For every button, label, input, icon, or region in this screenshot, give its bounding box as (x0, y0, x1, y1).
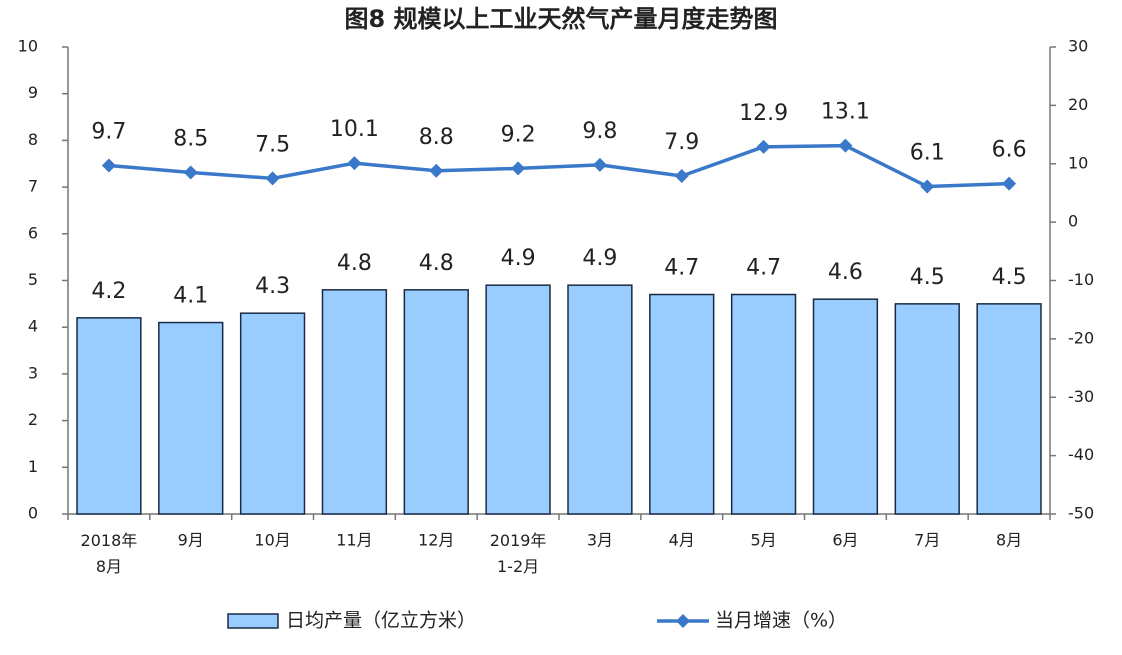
y-tick-label: 1 (28, 457, 38, 476)
bar (403, 289, 469, 515)
data-label: 9.8 (582, 119, 617, 144)
bar (76, 317, 142, 515)
data-label: 4.7 (746, 256, 781, 281)
legend-label: 日均产量（亿立方米） (286, 610, 476, 632)
point (511, 161, 526, 176)
data-label: 4.9 (501, 246, 536, 271)
bar (894, 303, 960, 515)
chart-title: 图8 规模以上工业天然气产量月度走势图 (344, 5, 777, 33)
x-tick-label: 9月 (178, 531, 204, 550)
point (920, 179, 935, 194)
data-label: 4.7 (664, 256, 699, 281)
data-label: 9.7 (91, 120, 126, 145)
data-label: 6.1 (910, 141, 945, 166)
bar (239, 312, 306, 515)
y-tick-label: 4 (28, 317, 38, 336)
x-tick-label: 4月 (669, 531, 695, 550)
y-tick-label: 5 (28, 270, 38, 289)
data-label: 4.6 (828, 260, 863, 285)
x-tick-label: 8月 (996, 531, 1022, 550)
bar (812, 298, 879, 515)
y2-tick-label: 20 (1068, 95, 1088, 114)
legend-marker (676, 614, 690, 628)
data-label: 4.8 (419, 251, 454, 276)
point (101, 158, 116, 173)
data-label: 12.9 (739, 101, 788, 126)
data-label: 4.3 (255, 274, 290, 299)
x-tick-label: 3月 (587, 531, 613, 550)
y2-tick-label: 10 (1068, 153, 1088, 172)
y-tick-label: 7 (28, 177, 38, 196)
legend-label: 当月增速（%） (715, 610, 847, 632)
legend-swatch (227, 613, 279, 629)
y-tick-label: 10 (18, 37, 38, 56)
data-label: 4.1 (173, 284, 208, 309)
point (756, 139, 771, 154)
data-label: 4.5 (910, 265, 945, 290)
data-label: 4.2 (91, 279, 126, 304)
data-label: 7.9 (664, 130, 699, 155)
x-tick-label: 7月 (914, 531, 940, 550)
y2-tick-label: -40 (1068, 445, 1094, 464)
point (838, 138, 853, 153)
point (429, 163, 444, 178)
data-label: 10.1 (330, 117, 379, 142)
y-tick-label: 3 (28, 363, 38, 382)
y-tick-label: 9 (28, 83, 38, 102)
data-label: 9.2 (501, 122, 536, 147)
data-label: 13.1 (821, 100, 870, 125)
bar (976, 303, 1042, 515)
data-label: 6.6 (992, 138, 1027, 163)
point (592, 157, 607, 172)
bar (730, 293, 797, 515)
y-tick-label: 6 (28, 223, 38, 242)
y2-tick-label: 0 (1068, 212, 1078, 231)
data-label: 4.5 (992, 265, 1027, 290)
y-tick-label: 2 (28, 410, 38, 429)
y-tick-label: 8 (28, 130, 38, 149)
bar (485, 284, 551, 515)
y2-tick-label: -10 (1068, 270, 1094, 289)
point (674, 169, 689, 184)
point (347, 156, 362, 171)
bar (649, 293, 715, 515)
x-tick-label: 12月 (418, 531, 454, 550)
data-label: 8.5 (173, 127, 208, 152)
point (265, 171, 280, 186)
point (183, 165, 198, 180)
data-label: 7.5 (255, 132, 290, 157)
line (108, 143, 1010, 189)
y-tick-label: 0 (28, 504, 38, 523)
bar (158, 321, 224, 515)
x-tick-label: 5月 (750, 531, 776, 550)
x-tick-label: 11月 (336, 531, 372, 550)
y2-tick-label: -50 (1068, 504, 1094, 523)
data-label: 4.9 (582, 246, 617, 271)
data-label: 4.8 (337, 251, 372, 276)
x-tick-label: 6月 (832, 531, 858, 550)
x-tick-label: 2019年 1-2月 (490, 531, 547, 576)
y2-tick-label: -20 (1068, 328, 1094, 347)
x-tick-label: 2018年 8月 (81, 531, 138, 576)
bar (567, 284, 633, 515)
x-tick-label: 10月 (254, 531, 290, 550)
bar (321, 289, 388, 515)
data-label: 8.8 (419, 125, 454, 150)
point (1002, 176, 1017, 191)
y2-tick-label: -30 (1068, 387, 1094, 406)
y2-tick-label: 30 (1068, 37, 1088, 56)
